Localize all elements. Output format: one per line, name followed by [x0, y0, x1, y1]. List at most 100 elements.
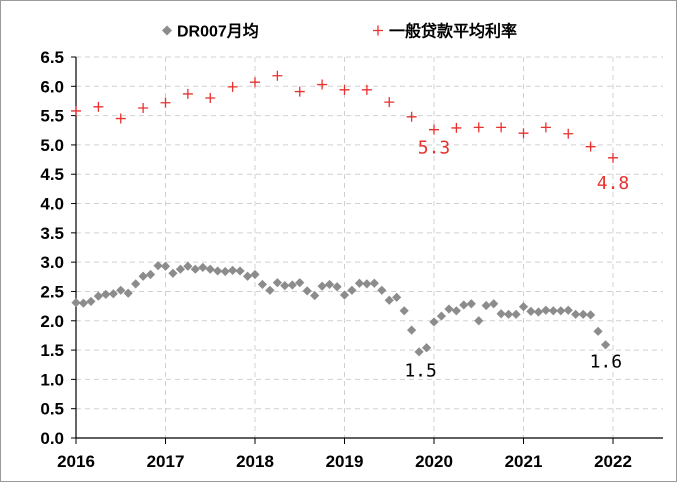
annotation-label: 1.6	[590, 352, 623, 373]
dr007-point	[399, 306, 409, 316]
dr007-point	[138, 271, 148, 281]
y-tick-label: 5.0	[40, 136, 64, 155]
dr007-point	[444, 304, 454, 314]
loan-rate-series	[71, 70, 618, 163]
dr007-point	[466, 299, 476, 309]
dr007-point	[302, 286, 312, 296]
dr007-point	[429, 317, 439, 327]
dr007-point	[153, 261, 163, 271]
annotation-label: 1.5	[404, 360, 437, 381]
annotation-label: 5.3	[418, 138, 451, 159]
loan-rate-point	[138, 102, 149, 113]
dr007-point	[533, 307, 544, 317]
loan-rate-point	[272, 70, 283, 81]
legend-plus-marker	[373, 25, 383, 36]
loan-rate-point	[473, 122, 484, 133]
loan-rate-point	[540, 122, 551, 133]
loan-rate-point	[518, 128, 529, 139]
x-tick-label: 2020	[415, 452, 453, 471]
dr007-point	[242, 271, 253, 281]
dr007-point	[578, 309, 588, 319]
y-tick-label: 0.0	[40, 429, 64, 448]
annotations: 5.3 4.8 1.5 1.6	[404, 138, 629, 382]
loan-rate-point	[205, 93, 216, 104]
dr007-point	[295, 278, 305, 288]
loan-rate-point	[160, 97, 171, 108]
dr007-series	[71, 261, 611, 357]
loan-rate-point	[339, 84, 350, 95]
dr007-point	[339, 290, 350, 300]
dr007-point	[220, 266, 230, 277]
dr007-point	[421, 343, 432, 353]
legend: DR007月均 一般贷款平均利率	[162, 22, 517, 41]
y-tick-label: 2.5	[40, 282, 64, 301]
loan-rate-point	[406, 111, 417, 122]
x-tick-labels: 2016 2017 2018 2019 2020 2021 2022	[57, 452, 632, 471]
dr007-point	[354, 278, 365, 288]
loan-rate-point	[317, 79, 328, 90]
x-tick-label: 2017	[147, 452, 185, 471]
dr007-point	[489, 299, 499, 309]
dr007-point	[392, 292, 402, 302]
dr007-point	[183, 261, 193, 271]
x-tick-label: 2018	[236, 452, 274, 471]
legend-diamond-marker	[162, 25, 172, 36]
annotation-label: 4.8	[597, 173, 630, 194]
dr007-point	[280, 281, 290, 291]
dr007-point	[586, 310, 596, 320]
dr007-point	[518, 302, 529, 312]
y-tick-label: 0.5	[40, 400, 64, 419]
dr007-point	[235, 266, 245, 276]
dr007-point	[571, 309, 581, 319]
legend-item-loan-rate: 一般贷款平均利率	[373, 22, 517, 41]
dr007-point	[250, 269, 260, 280]
dr007-point	[257, 279, 268, 290]
dr007-point	[205, 264, 215, 274]
dr007-point	[287, 280, 297, 290]
loan-rate-point	[71, 105, 81, 116]
dr007-point	[377, 285, 387, 295]
dr007-point	[556, 306, 566, 316]
dr007-point	[474, 316, 484, 326]
y-tick-label: 3.0	[40, 253, 64, 272]
dr007-point	[123, 288, 133, 298]
dr007-point	[451, 306, 461, 316]
dr007-point	[71, 297, 81, 308]
loan-rate-point	[585, 141, 596, 152]
x-tick-label: 2021	[505, 452, 543, 471]
loan-rate-point	[451, 122, 462, 133]
dr007-point	[503, 309, 514, 319]
x-tick-label: 2022	[594, 452, 632, 471]
loan-rate-point	[429, 124, 439, 135]
dr007-point	[362, 279, 372, 289]
loan-rate-point	[182, 88, 193, 99]
dr007-point	[496, 309, 506, 319]
y-tick-label: 3.5	[40, 224, 64, 243]
dr007-point	[272, 278, 282, 288]
y-tick-label: 4.0	[40, 195, 64, 214]
y-tick-label: 6.0	[40, 77, 64, 96]
legend-item-dr007: DR007月均	[162, 22, 259, 41]
dr007-point	[86, 296, 96, 307]
dr007-point	[168, 268, 178, 278]
legend-label-dr007: DR007月均	[177, 22, 259, 41]
dr007-point	[145, 269, 156, 280]
dr007-point	[481, 300, 491, 311]
dr007-point	[563, 305, 573, 315]
dr007-point	[228, 265, 238, 275]
y-tick-label: 6.5	[40, 48, 64, 67]
dr007-point	[369, 278, 379, 288]
x-tick-label: 2019	[326, 452, 364, 471]
loan-rate-point	[250, 77, 260, 88]
grid-lines	[76, 56, 663, 438]
dr007-point	[459, 300, 469, 310]
dr007-point	[93, 291, 103, 301]
y-tick-label: 4.5	[40, 165, 64, 184]
dr007-point	[347, 285, 357, 295]
axes	[71, 56, 663, 444]
dr007-point	[332, 282, 342, 292]
dr007-point	[265, 285, 275, 295]
dr007-point	[593, 326, 603, 336]
